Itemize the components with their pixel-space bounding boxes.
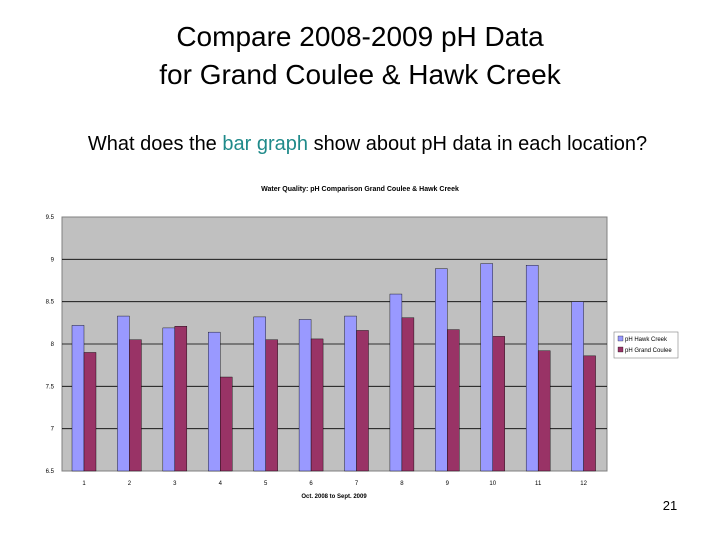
y-tick-label: 7 [51,427,55,433]
y-tick-label: 7.5 [46,384,55,390]
slide-title-line-2: for Grand Coulee & Hawk Creek [159,59,561,90]
slide-title-line-1: Compare 2008-2009 pH Data [176,21,544,52]
y-tick-label: 9.5 [46,215,55,221]
y-axis-ticks: 6.5 7 7.5 8 8.5 9 9.5 [46,215,55,475]
x-tick-label: 10 [489,481,496,487]
bar-hawk-creek [571,301,584,472]
bar-grand-coulee [401,317,415,472]
legend-label-grand-coulee: pH Grand Coulee [625,348,672,354]
bars [71,263,596,472]
bar-graph-link[interactable]: bar graph [222,133,308,155]
bar-hawk-creek [117,315,130,472]
legend: pH Hawk Creek pH Grand Coulee [613,331,679,359]
y-tick-label: 6.5 [46,469,55,475]
question-text-before: What does the [87,133,217,155]
bar-hawk-creek [435,268,448,472]
y-tick-label: 8.5 [46,300,55,306]
gridlines [62,258,607,430]
bar-hawk-creek [71,325,85,472]
legend-swatch-hawk-creek [617,335,624,342]
bar-hawk-creek [480,263,493,472]
x-tick-label: 3 [173,481,177,487]
x-tick-label: 6 [309,481,313,487]
question-text-after: show about pH data in each location? [313,133,648,155]
chart-title: Water Quality: pH Comparison Grand Coule… [261,186,459,193]
bar-hawk-creek [298,319,312,472]
bar-hawk-creek [162,327,176,472]
x-axis-label: Oct. 2008 to Sept. 2009 [301,494,367,500]
legend-label-hawk-creek: pH Hawk Creek [625,337,668,343]
bar-hawk-creek [253,316,266,472]
x-tick-label: 5 [264,481,268,487]
x-tick-label: 7 [355,481,359,487]
legend-swatch-grand-coulee [617,346,624,353]
bar-grand-coulee [356,330,369,472]
bar-hawk-creek [344,315,357,472]
slide-question: What does the bar graph show about pH da… [0,130,720,158]
bar-grand-coulee [583,355,596,472]
x-axis-ticks: 1 2 3 4 5 6 7 8 9 10 11 12 [82,481,587,487]
bar-grand-coulee [310,338,324,472]
bar-grand-coulee [537,350,551,472]
bar-grand-coulee [129,339,142,472]
bar-grand-coulee [174,326,188,472]
x-tick-label: 11 [535,481,542,487]
bar-hawk-creek [389,293,403,472]
bar-hawk-creek [525,265,539,472]
bar-grand-coulee [447,329,460,472]
x-tick-label: 1 [82,481,86,487]
bar-grand-coulee [83,352,97,472]
x-tick-label: 12 [580,481,587,487]
x-tick-label: 4 [219,481,223,487]
y-tick-label: 8 [51,342,55,348]
slide-number: 21 [662,498,678,513]
y-tick-label: 9 [51,257,55,263]
bar-grand-coulee [265,339,278,472]
slide-title: Compare 2008-2009 pH Data for Grand Coul… [0,18,720,94]
x-tick-label: 2 [128,481,132,487]
legend-box [613,331,679,359]
bar-grand-coulee [220,376,233,472]
bar-hawk-creek [208,331,221,472]
bar-grand-coulee [492,336,505,472]
x-tick-label: 8 [400,481,404,487]
x-tick-label: 9 [446,481,450,487]
